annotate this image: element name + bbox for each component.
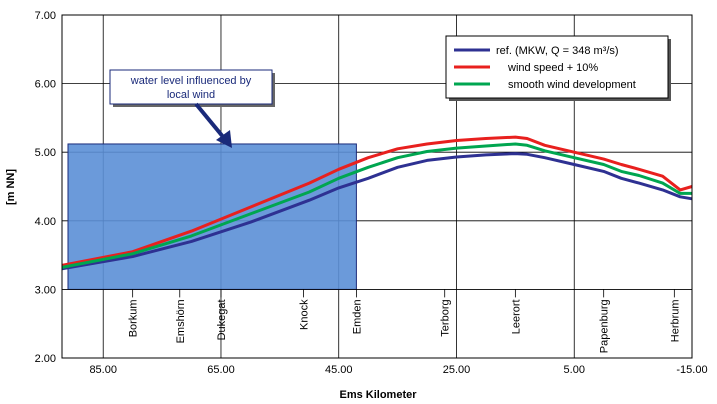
y-tick-label: 3.00 [35, 284, 56, 296]
series-line-1 [61, 135, 693, 267]
location-label: Emden [351, 299, 363, 334]
series-line-2 [61, 142, 692, 269]
location-label: Terborg [440, 299, 452, 336]
location-label: Dukegat [216, 299, 228, 340]
series-line-0 [61, 152, 693, 271]
annotation-text-line2: local wind [167, 89, 215, 101]
annotation-text-line1: water level influenced by [130, 75, 252, 87]
legend-label-1: wind speed + 10% [507, 62, 598, 74]
x-tick-label: 25.00 [443, 364, 471, 376]
y-tick-label: 6.00 [35, 79, 56, 91]
wind-region-box [67, 143, 357, 290]
x-tick-label: -15.00 [676, 364, 707, 376]
y-tick-label: 2.00 [35, 353, 56, 365]
location-label: Leerort [510, 299, 522, 334]
y-axis-title: [m NN] [5, 169, 17, 205]
y-tick-label: 5.00 [35, 147, 56, 159]
location-label: Emshörn [175, 299, 187, 343]
location-label: Herbrum [669, 299, 681, 342]
x-tick-label: 65.00 [207, 364, 235, 376]
annotation-arrow-shaft [194, 102, 226, 140]
legend-label-2: smooth wind development [508, 79, 636, 91]
y-tick-label: 4.00 [35, 216, 56, 228]
axes: 2.00 3.00 4.00 5.00 6.00 7.00 85.00 65.00 45.00 2… [35, 10, 708, 376]
x-tick-label: 45.00 [325, 364, 353, 376]
annotation-box [109, 69, 273, 105]
x-tick-label: 85.00 [89, 364, 117, 376]
location-label: Borkum [128, 299, 140, 337]
series-lines [61, 135, 693, 271]
x-tick-label: 5.00 [564, 364, 585, 376]
annotation-arrow-head [216, 130, 232, 148]
legend-label-0: ref. (MKW, Q = 348 m³/s) [496, 45, 619, 57]
location-label: Papenburg [599, 299, 611, 353]
location-labels: Borkum Emshörn Dukegat Knock Emden Terborg Lee… [62, 288, 692, 353]
annotation: water level influenced by local wind [109, 69, 275, 148]
y-tick-label: 7.00 [35, 10, 56, 22]
x-axis-title: Ems Kilometer [339, 389, 417, 401]
location-label: Knock [298, 299, 310, 330]
wind-influence-region [67, 143, 357, 290]
legend: ref. (MKW, Q = 348 m³/s) wind speed + 10%… [445, 35, 671, 101]
plot-frame [61, 14, 693, 359]
